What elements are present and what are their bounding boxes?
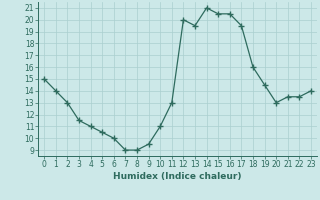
X-axis label: Humidex (Indice chaleur): Humidex (Indice chaleur)	[113, 172, 242, 181]
